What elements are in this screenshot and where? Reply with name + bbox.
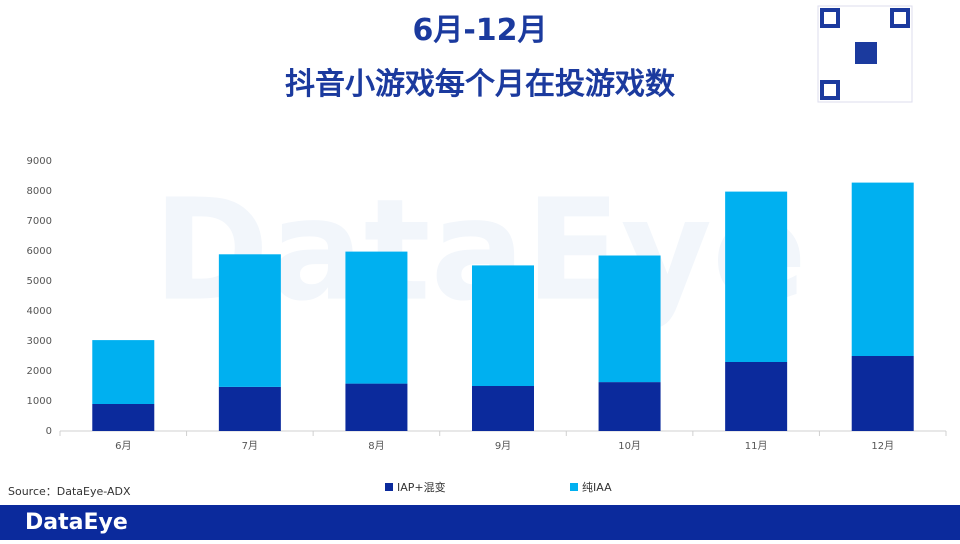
qr-finder — [820, 8, 840, 28]
x-tick-label: 11月 — [745, 440, 768, 452]
y-tick-label: 9000 — [27, 156, 52, 167]
x-tick-label: 8月 — [368, 440, 384, 452]
bar-segment — [345, 251, 408, 384]
brand: DataEye — [25, 510, 128, 535]
qr-logo — [855, 42, 877, 64]
bar-segment — [851, 356, 914, 431]
bar-segment — [725, 191, 788, 362]
legend-swatch — [385, 483, 393, 491]
bar-segment — [598, 382, 661, 431]
y-tick-label: 1000 — [27, 396, 52, 407]
bar-segment — [218, 254, 281, 387]
title-line: 抖音小游戏每个月在投游戏数 — [285, 67, 676, 102]
y-tick-label: 3000 — [27, 336, 52, 347]
bar-segment — [92, 340, 155, 404]
y-tick-label: 8000 — [27, 186, 52, 197]
y-tick-label: 7000 — [27, 216, 52, 227]
bar-segment — [851, 182, 914, 356]
x-tick-label: 6月 — [115, 440, 131, 452]
bar-segment — [92, 404, 155, 431]
bar-segment — [725, 362, 788, 431]
source: Source：DataEye-ADX — [8, 485, 131, 498]
title-line: 6月-12月 — [412, 13, 547, 48]
legend-swatch — [570, 483, 578, 491]
footer-bar — [0, 505, 960, 540]
qr-finder — [820, 80, 840, 100]
bar-segment — [472, 386, 534, 431]
legend-label: 纯IAA — [582, 481, 612, 494]
qr-finder — [890, 8, 910, 28]
x-tick-label: 7月 — [242, 440, 258, 452]
legend-label: IAP+混变 — [397, 480, 446, 494]
y-tick-label: 0 — [46, 426, 52, 437]
y-tick-label: 5000 — [27, 276, 52, 287]
bar-segment — [218, 386, 281, 431]
bar-segment — [598, 255, 661, 383]
x-tick-label: 10月 — [618, 440, 641, 452]
x-tick-label: 12月 — [871, 440, 894, 452]
qr-code — [817, 5, 913, 103]
y-tick-label: 6000 — [27, 246, 52, 257]
y-tick-label: 4000 — [27, 306, 52, 317]
bar-segment — [345, 383, 408, 431]
y-tick-label: 2000 — [27, 366, 52, 377]
x-tick-label: 9月 — [495, 440, 511, 452]
bar-segment — [472, 265, 534, 386]
